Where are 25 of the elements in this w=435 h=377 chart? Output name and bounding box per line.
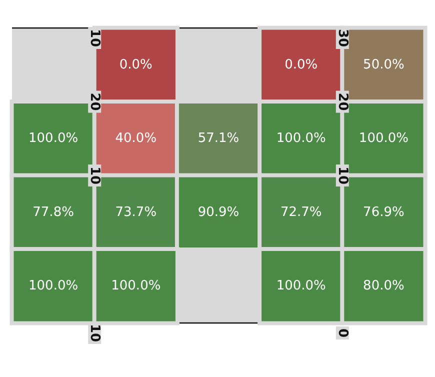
data-label: 100.0% — [276, 131, 326, 146]
data-label: 73.7% — [115, 204, 157, 220]
annotation: 10 — [87, 28, 102, 48]
annotation: 10 — [334, 166, 350, 185]
annotation: 20 — [87, 92, 102, 111]
data-label: 77.8% — [32, 204, 74, 220]
data-label: 80.0% — [363, 278, 404, 294]
data-label: 100.0% — [28, 131, 78, 146]
data-label: 0.0% — [284, 57, 318, 72]
data-label: 76.9% — [363, 204, 404, 220]
data-label: 90.9% — [198, 204, 240, 220]
data-label: 50.0% — [363, 57, 404, 72]
text: 0 — [334, 328, 350, 338]
text: 10 — [87, 324, 102, 342]
data-label: 57.1% — [198, 131, 240, 146]
data-label: 100.0% — [276, 278, 326, 294]
data-label: 100.0% — [358, 131, 408, 146]
annotation: 30 — [334, 28, 350, 48]
data-label: 100.0% — [28, 278, 78, 294]
data-label: 40.0% — [115, 131, 157, 146]
data-label: 100.0% — [111, 278, 161, 294]
data-label: 0.0% — [119, 57, 152, 72]
annotation: 20 — [334, 92, 350, 111]
data-label: 72.7% — [280, 204, 322, 220]
annotation: 10 — [87, 166, 102, 185]
